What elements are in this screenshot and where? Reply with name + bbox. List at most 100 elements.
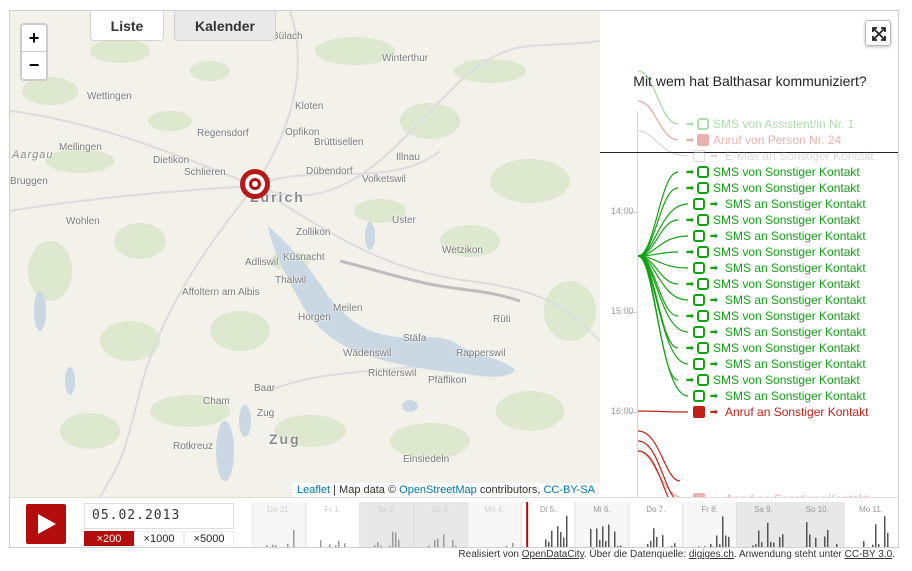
histogram-bar <box>512 542 514 547</box>
communication-entry[interactable]: ➡ SMS an Sonstiger Kontakt <box>693 324 866 340</box>
histogram-bar <box>656 536 658 547</box>
expand-arrows-icon <box>872 27 886 41</box>
speed-option[interactable]: ×200 <box>84 531 134 546</box>
digiges-link[interactable]: digiges.ch <box>688 549 734 560</box>
leaflet-link[interactable]: Leaflet <box>297 484 331 496</box>
histogram-bar <box>809 534 811 547</box>
play-icon <box>38 514 56 534</box>
map-place-label: Zug <box>257 408 275 419</box>
histogram-bar <box>668 546 670 547</box>
communication-entry-label: SMS an Sonstiger Kontakt <box>725 357 866 371</box>
communication-entry[interactable]: ➡ SMS von Sonstiger Kontakt <box>683 212 860 228</box>
direction-arrow-icon: ➡ <box>685 310 695 322</box>
histogram-bar <box>404 547 406 548</box>
direction-arrow-icon: ➡ <box>685 118 695 130</box>
communication-entry[interactable]: ➡ SMS von Sonstiger Kontakt <box>683 164 860 180</box>
map[interactable]: Bülach Winterthur Wettingen Kloten Regensdor… <box>10 11 600 497</box>
communication-entry[interactable]: ➡ SMS an Sonstiger Kontakt <box>693 196 866 212</box>
histogram-bar <box>770 541 772 547</box>
histogram-bar <box>608 524 610 547</box>
histogram-bar <box>692 547 694 548</box>
communication-entry[interactable]: ➡ Anruf an Sonstiger Kontakt <box>693 491 868 497</box>
map-place-label: Küsnacht <box>283 252 325 263</box>
map-place-label: Thalwil <box>275 275 307 286</box>
communication-entry[interactable]: ➡ SMS an Sonstiger Kontakt <box>693 356 866 372</box>
sms-icon <box>693 198 705 210</box>
direction-arrow-icon: ➡ <box>685 278 695 290</box>
speed-selector: ×200 ×1000 ×5000 <box>84 531 234 546</box>
tab-list[interactable]: Liste <box>90 11 164 41</box>
communication-entry[interactable]: ➡ SMS von Sonstiger Kontakt <box>683 276 860 292</box>
direction-arrow-icon: ➡ <box>709 294 719 306</box>
communication-entry[interactable]: ➡ SMS von Sonstiger Kontakt <box>683 244 860 260</box>
histogram-bar <box>293 529 295 547</box>
histogram-day-label: So 3. <box>431 505 450 514</box>
histogram-bar <box>275 545 277 547</box>
histogram-bar <box>773 542 775 547</box>
communication-curve <box>637 255 689 397</box>
communication-entry[interactable]: ➡ SMS an Sonstiger Kontakt <box>693 260 866 276</box>
credit-mid: . Über die Datenquelle: <box>583 549 689 560</box>
sms-icon <box>697 182 709 194</box>
map-place-label: Wädenswil <box>343 348 392 359</box>
communication-entry[interactable]: ➡ SMS von Sonstiger Kontakt <box>683 372 860 388</box>
histogram-bar <box>758 530 760 547</box>
map-place-label: Baar <box>254 383 276 394</box>
communication-entry[interactable]: ➡ SMS an Sonstiger Kontakt <box>693 228 866 244</box>
license-link[interactable]: CC-BY-SA <box>543 484 595 496</box>
communication-entry-label: SMS von Sonstiger Kontakt <box>713 245 860 259</box>
communication-entry[interactable]: ➡ E-Mail an Sonstiger Kontakt <box>693 148 874 164</box>
communication-entry-label: SMS von Sonstiger Kontakt <box>713 373 860 387</box>
speed-option[interactable]: ×5000 <box>184 531 234 546</box>
histogram-bar <box>434 540 436 547</box>
histogram-bar <box>422 546 424 547</box>
sms-icon <box>697 374 709 386</box>
direction-arrow-icon: ➡ <box>685 166 695 178</box>
location-marker[interactable] <box>238 167 272 201</box>
histogram-bar <box>437 538 439 547</box>
direction-arrow-icon: ➡ <box>685 182 695 194</box>
communication-entry[interactable]: ➡ SMS an Sonstiger Kontakt <box>693 292 866 308</box>
map-place-label: Wohlen <box>66 216 100 227</box>
communication-curve <box>637 219 679 257</box>
histogram-bar <box>395 532 397 547</box>
communication-entry[interactable]: ➡ SMS von Sonstiger Kontakt <box>683 180 860 196</box>
map-place-label: Volketswil <box>362 174 406 185</box>
license-cc-link[interactable]: CC-BY 3.0 <box>844 549 893 560</box>
tab-calendar[interactable]: Kalender <box>174 11 276 41</box>
communication-entry[interactable]: ➡ Anruf an Sonstiger Kontakt <box>693 404 868 420</box>
communication-entry[interactable]: ➡ SMS von Assistent/in Nr. 1 <box>683 116 855 132</box>
communication-entry[interactable]: ➡ SMS von Sonstiger Kontakt <box>683 340 860 356</box>
play-button[interactable] <box>26 504 66 544</box>
speed-option[interactable]: ×1000 <box>134 531 184 546</box>
communication-entry[interactable]: ➡ Anruf von Person Nr. 24 <box>683 132 841 148</box>
communication-entry-label: SMS von Sonstiger Kontakt <box>713 165 860 179</box>
direction-arrow-icon: ➡ <box>709 150 719 162</box>
zoom-out-button[interactable]: − <box>28 55 40 75</box>
mail-icon <box>693 150 705 162</box>
opendatacity-link[interactable]: OpenDataCity <box>521 549 584 560</box>
histogram-bar <box>374 545 376 547</box>
histogram-bar <box>728 536 730 547</box>
osm-link[interactable]: OpenStreetMap <box>399 484 477 496</box>
map-attribution: Leaflet | Map data © OpenStreetMap contr… <box>292 483 600 497</box>
histogram-bar <box>323 547 325 548</box>
histogram-bar <box>674 543 676 547</box>
map-place-label: Adliswil <box>245 257 279 268</box>
histogram-bar <box>506 545 508 547</box>
histogram-bar <box>887 532 889 547</box>
zoom-in-button[interactable]: + <box>22 25 46 52</box>
communication-entry-label: SMS an Sonstiger Kontakt <box>725 197 866 211</box>
fullscreen-button[interactable] <box>865 20 891 46</box>
communication-entry-label: SMS von Sonstiger Kontakt <box>713 309 860 323</box>
player-bar: 05.02.2013 13:29 ×200×1000×5000 Do 31. Fr… <box>10 497 898 548</box>
communication-entry[interactable]: ➡ SMS an Sonstiger Kontakt <box>693 388 866 404</box>
activity-histogram[interactable]: Do 31. Fr 1. Sa 2. So 3. Mo 4. Di 5. Mi 6. Do 7… <box>252 502 898 548</box>
communication-entry-label: SMS an Sonstiger Kontakt <box>725 325 866 339</box>
histogram-bar <box>389 545 391 547</box>
histogram-bar <box>647 543 649 547</box>
communication-entry-label: SMS von Sonstiger Kontakt <box>713 341 860 355</box>
communication-entry[interactable]: ➡ SMS von Sonstiger Kontakt <box>683 308 860 324</box>
phone-icon <box>693 406 705 418</box>
communication-curve <box>637 70 679 125</box>
